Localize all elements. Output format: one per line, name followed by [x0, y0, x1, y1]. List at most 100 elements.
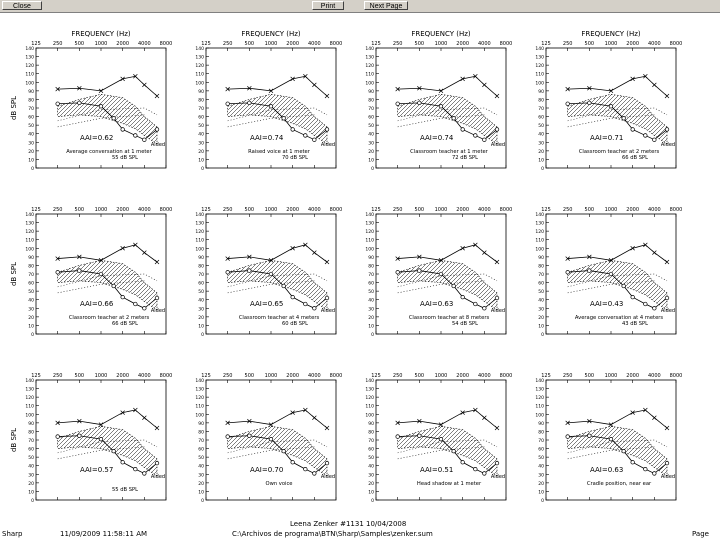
y-tick-label: 120 [365, 63, 374, 69]
data-point [482, 250, 487, 255]
x-tick-label: 8000 [500, 373, 513, 379]
y-tick-label: 30 [198, 306, 204, 312]
data-point [268, 88, 274, 94]
data-point [630, 246, 635, 251]
x-tick-label: 250 [563, 207, 573, 213]
y-tick-label: 50 [198, 455, 204, 461]
data-point [120, 294, 125, 300]
y-tick-label: 10 [28, 323, 34, 329]
next-page-button[interactable]: Next Page [364, 1, 408, 10]
y-tick-label: 50 [198, 289, 204, 295]
data-point [395, 256, 400, 261]
data-point [417, 86, 422, 91]
data-point [630, 76, 635, 82]
x-axis-label: FREQUENCY (Hz) [411, 30, 471, 38]
y-tick-label: 90 [28, 421, 34, 427]
level-label: 60 dB SPL [282, 321, 308, 327]
data-point [587, 418, 592, 424]
x-tick-label: 4000 [308, 207, 321, 213]
data-point [247, 418, 252, 424]
x-tick-label: 2000 [456, 41, 469, 47]
y-tick-label: 130 [535, 55, 544, 61]
speech-spectrum-region [397, 425, 498, 477]
data-point [494, 93, 500, 99]
x-tick-label: 4000 [648, 41, 661, 47]
y-tick-label: 0 [371, 498, 374, 504]
data-point [268, 422, 274, 427]
series-line [57, 409, 158, 429]
y-tick-label: 60 [538, 115, 544, 121]
y-tick-label: 60 [538, 281, 544, 287]
y-tick-label: 30 [198, 472, 204, 478]
x-tick-label: 2000 [116, 207, 129, 213]
audiogram-panel: 125 250 500 1000 2000 4000 8000 0 10 20 30 40 50 60 70… [535, 30, 682, 172]
level-label: 70 dB SPL [282, 155, 308, 161]
y-tick-label: 10 [368, 489, 374, 495]
data-point [225, 101, 230, 106]
x-tick-label: 250 [393, 373, 403, 379]
x-tick-label: 250 [53, 41, 63, 47]
aided-label: Aided [321, 474, 335, 480]
data-point [133, 74, 138, 79]
y-tick-label: 110 [535, 72, 544, 78]
print-button[interactable]: Print [312, 1, 344, 10]
x-tick-label: 500 [415, 373, 425, 379]
data-point [98, 104, 104, 109]
y-tick-label: 140 [535, 212, 544, 218]
x-tick-label: 125 [371, 41, 381, 47]
data-point [438, 271, 444, 277]
data-point [473, 466, 478, 472]
y-tick-label: 90 [368, 255, 374, 261]
data-point [608, 88, 614, 94]
close-button[interactable]: Close [2, 1, 42, 10]
data-point [482, 137, 487, 142]
data-point [565, 270, 570, 275]
y-tick-label: 100 [25, 412, 34, 418]
data-point [652, 415, 657, 420]
data-point [587, 433, 592, 438]
y-tick-label: 0 [201, 498, 204, 504]
speech-spectrum-region [227, 259, 328, 311]
footer-app: Sharp [2, 530, 23, 538]
y-tick-label: 10 [538, 489, 544, 495]
y-tick-label: 100 [535, 80, 544, 86]
series-line [227, 244, 328, 263]
x-tick-label: 1000 [605, 41, 618, 47]
reference-line [227, 273, 328, 288]
data-point [473, 242, 478, 248]
reference-line [397, 107, 498, 122]
data-point [55, 270, 60, 275]
data-point [142, 415, 147, 420]
y-tick-label: 90 [538, 89, 544, 95]
y-tick-label: 60 [198, 281, 204, 287]
y-tick-label: 10 [28, 157, 34, 163]
y-tick-label: 120 [25, 229, 34, 235]
data-point [460, 127, 465, 132]
y-axis-label: dB SPL [10, 428, 18, 452]
x-tick-label: 250 [393, 41, 403, 47]
x-tick-label: 500 [245, 207, 255, 213]
y-tick-label: 90 [368, 89, 374, 95]
data-point [565, 420, 570, 426]
x-tick-label: 1000 [95, 207, 108, 213]
series-line [567, 409, 668, 429]
y-tick-label: 50 [368, 455, 374, 461]
x-tick-label: 500 [415, 207, 425, 213]
data-point [652, 137, 657, 142]
data-point [247, 433, 252, 438]
data-point [395, 270, 400, 275]
y-tick-label: 30 [538, 306, 544, 312]
level-label: 43 dB SPL [622, 321, 648, 327]
y-tick-label: 20 [538, 149, 544, 155]
y-tick-label: 120 [535, 63, 544, 69]
x-tick-label: 125 [371, 373, 381, 379]
y-tick-label: 110 [25, 404, 34, 410]
y-tick-label: 130 [365, 221, 374, 227]
y-tick-label: 30 [368, 306, 374, 312]
data-point [312, 471, 317, 476]
series-line [397, 75, 498, 97]
y-tick-label: 30 [368, 472, 374, 478]
audiogram-panel: 125 250 500 1000 2000 4000 8000 0 10 20 30 40 50 60 70… [10, 30, 172, 172]
x-tick-label: 125 [541, 207, 551, 213]
y-tick-label: 110 [365, 72, 374, 78]
